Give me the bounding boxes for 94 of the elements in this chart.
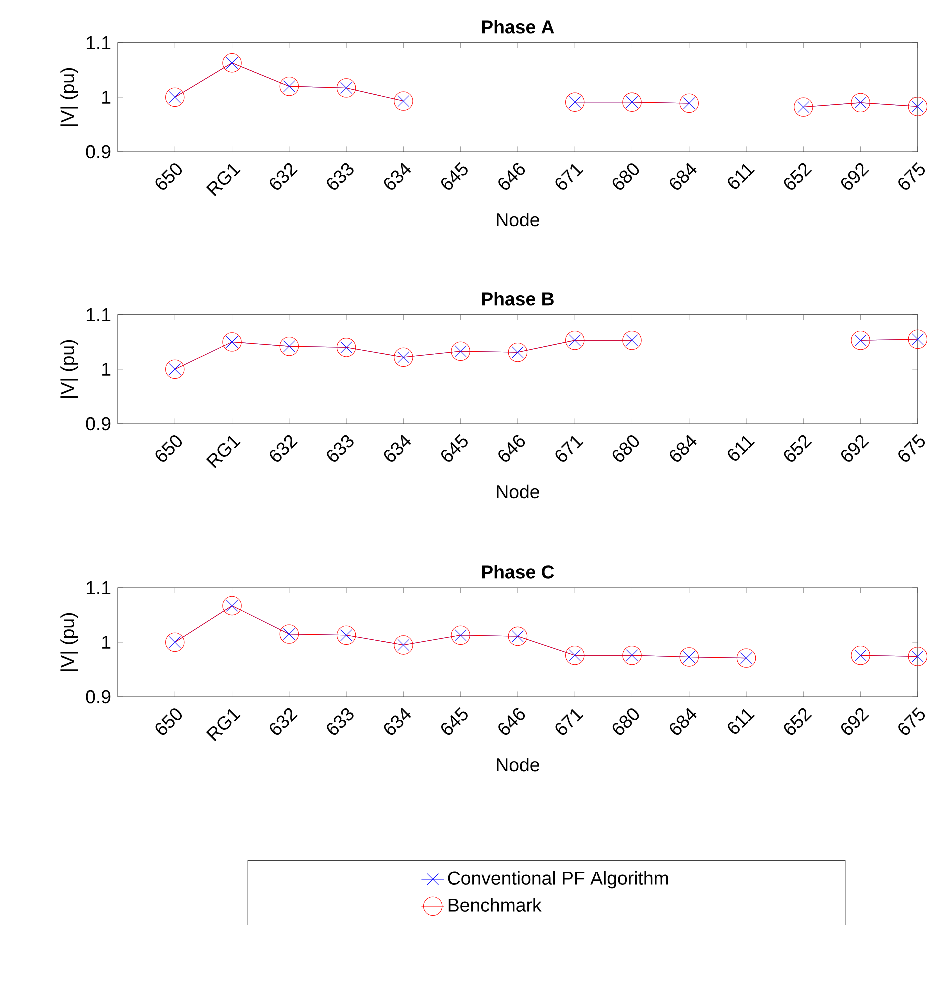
y-tick-label: 1 bbox=[102, 363, 111, 376]
x-tick-label: 652 bbox=[784, 435, 812, 462]
x-tick-label: 634 bbox=[384, 434, 412, 462]
x-tick-label: 633 bbox=[327, 163, 354, 190]
x-tick-label: 645 bbox=[441, 707, 468, 736]
point bbox=[394, 348, 414, 368]
x-tick-label: 684 bbox=[670, 162, 697, 190]
point bbox=[908, 97, 928, 116]
x-tick-label: 680 bbox=[612, 164, 640, 190]
point bbox=[794, 98, 814, 117]
y-tick-label: 0.9 bbox=[86, 145, 111, 159]
x-tick-label: 632 bbox=[270, 708, 298, 736]
x-tick-label: 650 bbox=[156, 164, 182, 190]
y-tick-label: 1 bbox=[102, 636, 111, 649]
point bbox=[622, 330, 642, 350]
y-axis-title: |V| (pu) bbox=[60, 340, 78, 398]
point bbox=[680, 94, 699, 114]
x-tick-label: 652 bbox=[784, 163, 812, 190]
x-tick-label: 680 bbox=[612, 708, 640, 736]
point bbox=[336, 338, 356, 358]
point bbox=[851, 93, 870, 113]
x-tick-label: 634 bbox=[384, 708, 412, 736]
point bbox=[394, 636, 414, 655]
point bbox=[908, 330, 928, 350]
point bbox=[280, 624, 300, 644]
legend-label: Conventional PF Algorithm bbox=[448, 871, 668, 889]
point bbox=[222, 596, 242, 616]
x-tick-label: 671 bbox=[556, 164, 584, 190]
x-tick-label: 633 bbox=[327, 708, 354, 736]
x-tick-label: 634 bbox=[384, 162, 412, 190]
x-tick-label: 633 bbox=[327, 435, 354, 462]
point bbox=[908, 647, 928, 666]
point bbox=[508, 342, 528, 362]
point bbox=[851, 646, 870, 666]
point bbox=[280, 336, 300, 356]
point bbox=[566, 646, 585, 666]
x-tick-label: 692 bbox=[841, 435, 870, 462]
x-tick-label: 692 bbox=[841, 163, 870, 190]
x-tick-label: 611 bbox=[728, 164, 756, 190]
y-tick-label: 1.1 bbox=[86, 582, 111, 594]
x-tick-label: 645 bbox=[441, 162, 468, 190]
x-axis-title: Node bbox=[497, 212, 540, 227]
x-tick-label: 671 bbox=[556, 709, 584, 736]
point bbox=[680, 648, 699, 667]
legend-label: Benchmark bbox=[448, 898, 542, 912]
x-tick-label: 646 bbox=[498, 435, 526, 462]
point bbox=[336, 78, 356, 98]
x-tick-label: 632 bbox=[270, 163, 298, 190]
y-axis-title: |V| (pu) bbox=[60, 68, 78, 126]
x-tick-label: 646 bbox=[498, 708, 526, 736]
y-tick-label: 0.9 bbox=[86, 417, 111, 431]
x-tick-label: 675 bbox=[898, 707, 926, 736]
point bbox=[566, 330, 585, 350]
point bbox=[508, 626, 528, 646]
x-tick-label: 675 bbox=[898, 434, 926, 462]
x-tick-label: 675 bbox=[898, 162, 926, 190]
point bbox=[336, 626, 356, 646]
point bbox=[622, 92, 642, 112]
y-tick-label: 0.9 bbox=[86, 690, 111, 704]
x-tick-label: 684 bbox=[670, 434, 697, 462]
point bbox=[166, 88, 185, 108]
x-tick-label: 632 bbox=[270, 435, 298, 462]
point bbox=[851, 330, 870, 350]
x-tick-label: 680 bbox=[612, 436, 640, 462]
y-axis-title: |V| (pu) bbox=[60, 613, 78, 672]
point bbox=[166, 632, 185, 652]
x-tick-label: 646 bbox=[498, 163, 526, 190]
point bbox=[394, 92, 414, 111]
point bbox=[166, 360, 185, 380]
chart-title: Phase B bbox=[482, 292, 554, 306]
y-tick-label: 1.1 bbox=[86, 36, 111, 50]
x-axis-title: Node bbox=[497, 758, 540, 772]
y-tick-label: 1.1 bbox=[86, 308, 111, 322]
x-tick-label: 671 bbox=[556, 436, 584, 462]
y-tick-label: 1 bbox=[102, 91, 111, 104]
point bbox=[566, 92, 585, 112]
point bbox=[280, 76, 300, 96]
point bbox=[736, 648, 756, 668]
point bbox=[451, 626, 470, 646]
x-tick-label: 650 bbox=[156, 436, 182, 462]
x-tick-label: 652 bbox=[784, 708, 812, 736]
chart-title: Phase C bbox=[482, 565, 554, 579]
x-tick-label: 692 bbox=[841, 708, 870, 736]
x-tick-label: 611 bbox=[728, 436, 756, 461]
x-tick-label: 611 bbox=[728, 709, 756, 734]
point bbox=[222, 332, 242, 352]
x-tick-label: 684 bbox=[670, 708, 697, 736]
x-tick-label: 650 bbox=[156, 708, 182, 736]
x-axis-title: Node bbox=[497, 484, 540, 499]
point bbox=[222, 54, 242, 73]
x-tick-label: 645 bbox=[441, 434, 468, 462]
point bbox=[622, 646, 642, 666]
chart-title: Phase A bbox=[482, 20, 554, 34]
point bbox=[451, 342, 470, 362]
